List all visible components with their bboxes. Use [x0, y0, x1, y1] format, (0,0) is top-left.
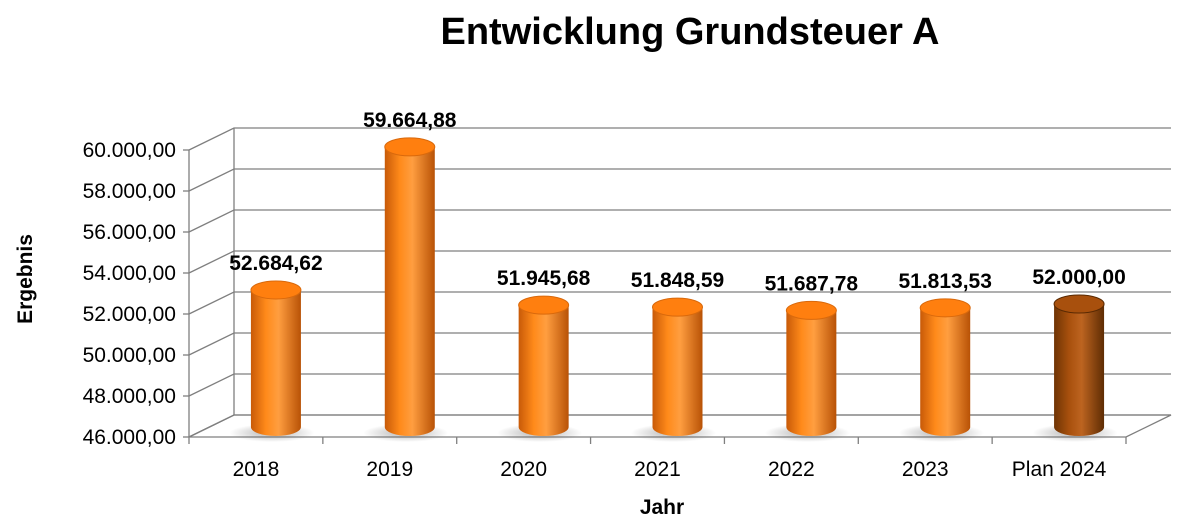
bar-top	[518, 295, 570, 315]
bar-body	[1054, 304, 1105, 437]
chart-title: Entwicklung Grundsteuer A	[441, 11, 940, 53]
gridline	[188, 373, 1171, 397]
y-tick-label: 48.000,00	[83, 385, 176, 408]
x-tick-label: 2022	[768, 458, 815, 481]
gridline	[188, 291, 1171, 315]
bar-body	[786, 310, 837, 437]
gridline	[188, 127, 1171, 151]
y-tick-label: 56.000,00	[83, 221, 176, 244]
data-label: 52.684,62	[229, 252, 322, 275]
bar-body	[518, 305, 569, 437]
x-tick-label: 2021	[634, 458, 681, 481]
bar-top	[919, 298, 971, 318]
x-tick-label: Plan 2024	[1012, 458, 1107, 481]
data-labels: 52.684,62 59.664,88 51.945,68 51.848,59 51.6…	[229, 109, 1126, 296]
data-label: 51.945,68	[497, 267, 591, 290]
data-label: 51.687,78	[765, 272, 859, 295]
bar-body	[920, 307, 971, 437]
y-tick-label: 54.000,00	[83, 262, 176, 285]
bar-2019	[363, 137, 449, 442]
gridline	[188, 250, 1171, 274]
x-axis-ticks: 2018 2019 2020 2021 2022 2023 Plan 2024	[233, 458, 1107, 481]
bar-body	[384, 146, 435, 437]
x-tick-label: 2023	[902, 458, 949, 481]
bars	[229, 137, 1118, 442]
bar-top	[1053, 294, 1105, 314]
y-tick-label: 46.000,00	[83, 426, 176, 449]
y-tick-label: 50.000,00	[83, 344, 176, 367]
bar-top	[785, 300, 837, 320]
y-tick-label: 60.000,00	[83, 139, 176, 162]
bar-top	[384, 137, 436, 157]
gridlines	[183, 127, 1172, 444]
bar-2020	[497, 295, 583, 442]
gridline	[188, 209, 1171, 233]
data-label: 59.664,88	[363, 109, 457, 132]
y-axis-label: Ergebnis	[14, 234, 37, 324]
x-tick-label: 2018	[233, 458, 280, 481]
y-tick-label: 58.000,00	[83, 180, 176, 203]
gridline	[188, 168, 1171, 192]
bar-2023	[898, 298, 984, 442]
gridline	[188, 332, 1171, 356]
bar-top	[652, 297, 703, 317]
bar-top	[250, 280, 302, 300]
data-label: 51.813,53	[898, 270, 991, 293]
x-tick-label: 2020	[500, 458, 547, 481]
bar-body	[250, 289, 301, 436]
x-tick-label: 2019	[366, 458, 413, 481]
y-axis-ticks: 46.000,00 48.000,00 50.000,00 52.000,00 54.0…	[83, 139, 176, 449]
bar-2021	[631, 297, 716, 442]
data-label: 51.848,59	[631, 269, 724, 292]
bar-2018	[229, 280, 315, 442]
y-tick-label: 52.000,00	[83, 303, 176, 326]
bar-plan-2024	[1032, 294, 1118, 442]
x-axis-label: Jahr	[640, 496, 684, 519]
bar-body	[652, 307, 703, 437]
data-label: 52.000,00	[1032, 266, 1125, 289]
bar-2022	[764, 300, 850, 442]
